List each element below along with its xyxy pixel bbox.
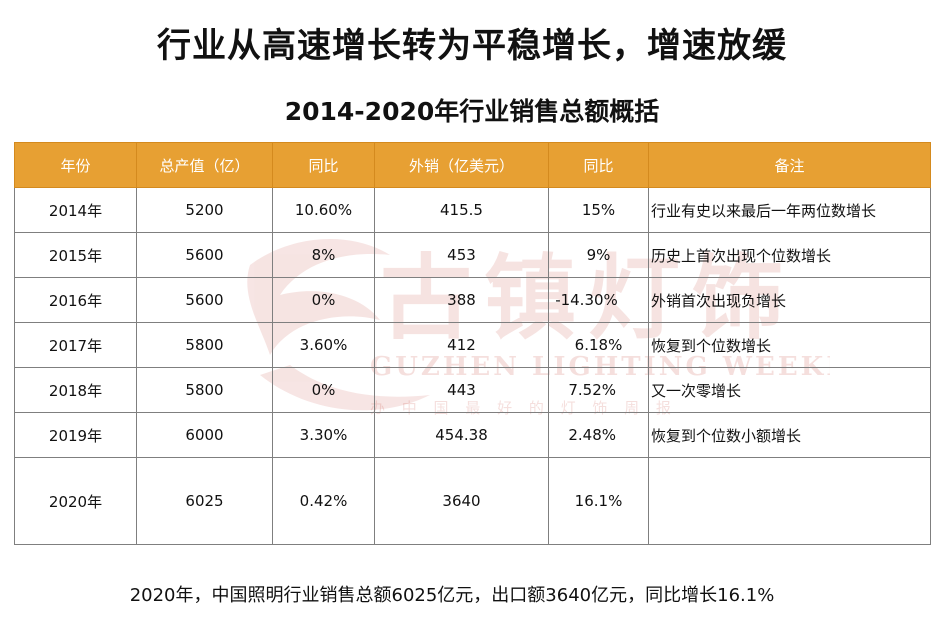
cell-year: 2020年	[14, 457, 137, 545]
cell-output-yoy: 3.30%	[272, 412, 375, 458]
cell-export-yoy: 16.1%	[548, 457, 649, 545]
summary-caption: 2020年，中国照明行业销售总额6025亿元，出口额3640亿元，同比增长16.…	[129, 585, 775, 606]
table-row: 2017年 5800 3.60% 412 6.18% 恢复到个位数增长	[14, 322, 931, 368]
header-year: 年份	[14, 142, 137, 188]
cell-export: 453	[374, 232, 549, 278]
table-row: 2019年 6000 3.30% 454.38 2.48% 恢复到个位数小额增长	[14, 412, 931, 458]
header-export: 外销（亿美元）	[374, 142, 549, 188]
cell-output-yoy: 0%	[272, 367, 375, 413]
sales-table: 年份 总产值（亿） 同比 外销（亿美元） 同比 备注 2014年 5200 10…	[14, 142, 931, 545]
cell-note: 恢复到个位数增长	[648, 322, 931, 368]
cell-export: 443	[374, 367, 549, 413]
table-row: 2020年 6025 0.42% 3640 16.1%	[14, 457, 931, 545]
cell-export: 388	[374, 277, 549, 323]
header-note: 备注	[648, 142, 931, 188]
cell-output-yoy: 0.42%	[272, 457, 375, 545]
cell-export-yoy: -14.30%	[548, 277, 649, 323]
cell-year: 2015年	[14, 232, 137, 278]
cell-output: 5800	[136, 367, 273, 413]
cell-export: 415.5	[374, 187, 549, 233]
cell-export-yoy: 2.48%	[548, 412, 649, 458]
cell-year: 2019年	[14, 412, 137, 458]
cell-output-yoy: 8%	[272, 232, 375, 278]
table-header-row: 年份 总产值（亿） 同比 外销（亿美元） 同比 备注	[14, 142, 931, 188]
cell-year: 2014年	[14, 187, 137, 233]
cell-export-yoy: 15%	[548, 187, 649, 233]
cell-export: 412	[374, 322, 549, 368]
cell-output: 6025	[136, 457, 273, 545]
cell-output-yoy: 0%	[272, 277, 375, 323]
cell-export-yoy: 9%	[548, 232, 649, 278]
cell-output: 5800	[136, 322, 273, 368]
header-output: 总产值（亿）	[136, 142, 273, 188]
header-export-yoy: 同比	[548, 142, 649, 188]
cell-export: 3640	[374, 457, 549, 545]
table-row: 2014年 5200 10.60% 415.5 15% 行业有史以来最后一年两位…	[14, 187, 931, 233]
cell-note	[648, 457, 931, 545]
cell-output: 5600	[136, 232, 273, 278]
cell-output-yoy: 10.60%	[272, 187, 375, 233]
cell-output: 5600	[136, 277, 273, 323]
page-title: 行业从高速增长转为平稳增长，增速放缓	[157, 26, 787, 66]
header-output-yoy: 同比	[272, 142, 375, 188]
cell-export-yoy: 6.18%	[548, 322, 649, 368]
cell-year: 2016年	[14, 277, 137, 323]
cell-year: 2018年	[14, 367, 137, 413]
cell-note: 恢复到个位数小额增长	[648, 412, 931, 458]
table-row: 2015年 5600 8% 453 9% 历史上首次出现个位数增长	[14, 232, 931, 278]
cell-note: 历史上首次出现个位数增长	[648, 232, 931, 278]
cell-note: 行业有史以来最后一年两位数增长	[648, 187, 931, 233]
cell-output-yoy: 3.60%	[272, 322, 375, 368]
table-row: 2016年 5600 0% 388 -14.30% 外销首次出现负增长	[14, 277, 931, 323]
cell-note: 外销首次出现负增长	[648, 277, 931, 323]
cell-output: 5200	[136, 187, 273, 233]
cell-export: 454.38	[374, 412, 549, 458]
table-title: 2014-2020年行业销售总额概括	[284, 97, 660, 126]
cell-note: 又一次零增长	[648, 367, 931, 413]
table-row: 2018年 5800 0% 443 7.52% 又一次零增长	[14, 367, 931, 413]
cell-year: 2017年	[14, 322, 137, 368]
cell-output: 6000	[136, 412, 273, 458]
cell-export-yoy: 7.52%	[548, 367, 649, 413]
